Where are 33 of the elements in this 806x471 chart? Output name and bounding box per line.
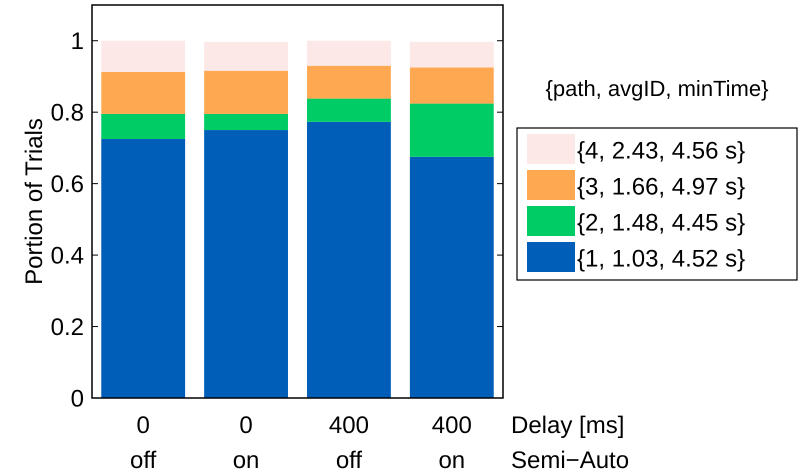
y-tick-label: 0.4	[50, 242, 84, 270]
bar	[307, 40, 391, 66]
bar	[410, 156, 494, 398]
y-tick-label: 0.8	[50, 100, 84, 127]
x-tick-label: 0 off	[130, 412, 157, 471]
bar	[204, 42, 288, 71]
x-tick-label: 400 on	[432, 412, 472, 471]
legend-label: {3, 1.66, 4.97 s}	[577, 173, 746, 200]
bar	[410, 42, 494, 68]
y-tick-label: 1	[70, 28, 84, 56]
y-tick-label: 0.2	[50, 314, 84, 341]
x-tick-label: 400 off	[328, 412, 369, 471]
legend-label: {4, 2.43, 4.56 s}	[577, 137, 746, 164]
legend-title: {path, avgID, minTime}	[546, 76, 768, 101]
bar	[204, 114, 288, 130]
legend-label: {1, 1.03, 4.52 s}	[577, 245, 746, 272]
bar	[307, 122, 391, 398]
bar	[307, 98, 391, 122]
y-tick-label: 0.6	[50, 171, 84, 198]
bar	[101, 138, 186, 398]
bar	[101, 40, 186, 72]
x-axis-title: Delay [ms] Semi−Auto	[511, 412, 630, 471]
x-tick-label: 0 on	[232, 412, 260, 471]
bar	[101, 114, 186, 139]
bar	[204, 130, 288, 398]
y-axis-title: Portion of Trials	[21, 118, 48, 285]
y-tick-label: 0	[70, 385, 84, 412]
bar	[410, 104, 494, 157]
bar	[307, 66, 391, 99]
bar	[101, 72, 186, 114]
legend-label: {2, 1.48, 4.45 s}	[577, 209, 746, 236]
bar	[410, 68, 494, 104]
bar	[204, 70, 288, 114]
